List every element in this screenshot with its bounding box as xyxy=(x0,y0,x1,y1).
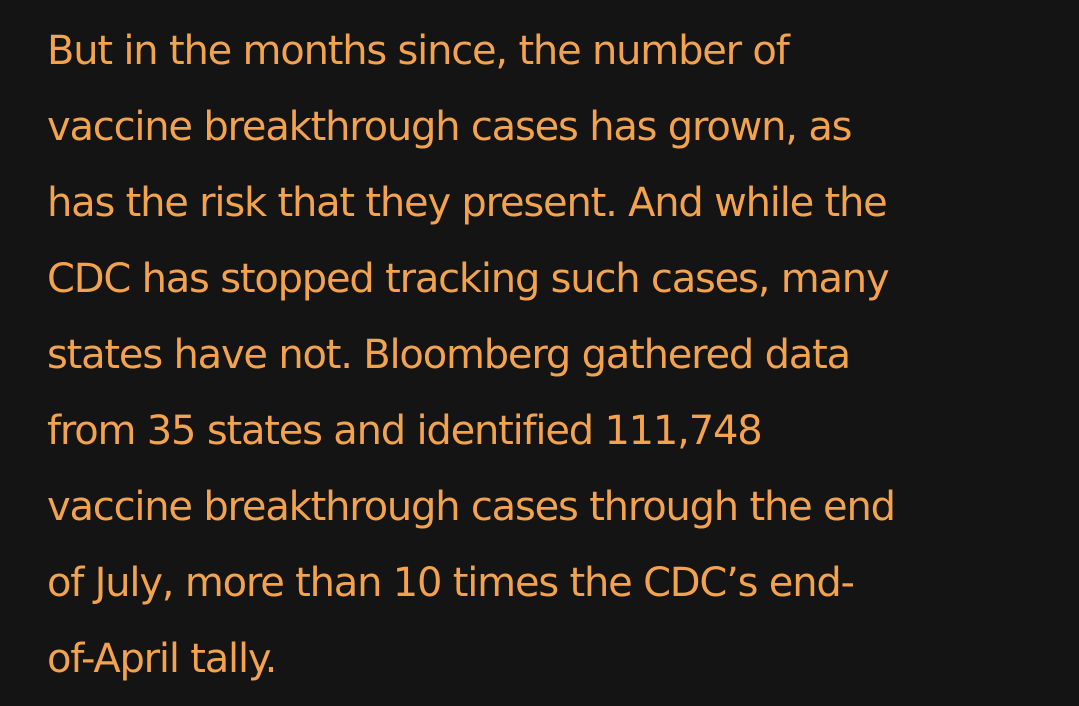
article-paragraph: But in the months since, the number of v… xyxy=(47,13,1067,697)
paragraph-line-2: vaccine breakthrough cases has grown, as xyxy=(47,104,852,150)
paragraph-line-9: of-April tally. xyxy=(47,636,277,682)
paragraph-line-3: has the risk that they present. And whil… xyxy=(47,180,888,226)
paragraph-line-7: vaccine breakthrough cases through the e… xyxy=(47,484,896,530)
paragraph-line-8: of July, more than 10 times the CDC’s en… xyxy=(47,560,855,606)
paragraph-line-1: But in the months since, the number of xyxy=(47,28,790,74)
paragraph-line-4: CDC has stopped tracking such cases, man… xyxy=(47,256,890,302)
paragraph-line-5: states have not. Bloomberg gathered data xyxy=(47,332,851,378)
paragraph-line-6: from 35 states and identified 111,748 xyxy=(47,408,763,454)
